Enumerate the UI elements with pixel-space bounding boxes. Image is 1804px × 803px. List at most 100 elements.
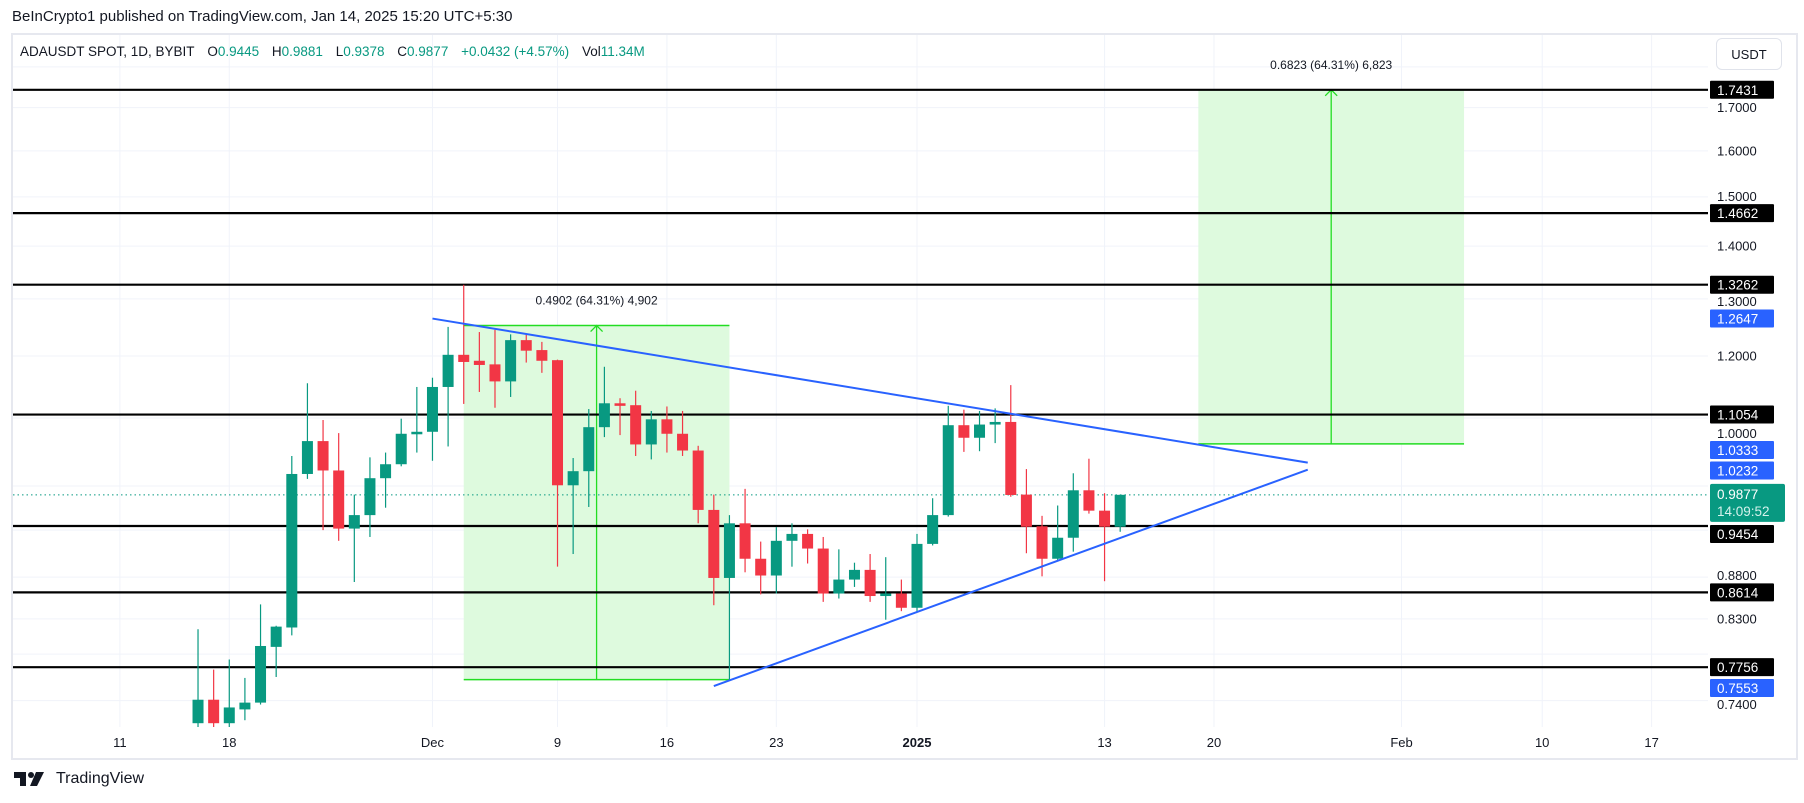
candle-down: [1005, 385, 1017, 497]
trendline-price-label-box: [1710, 679, 1774, 697]
volume-value: 11.34M: [600, 44, 645, 59]
trendline-price-label-box: [1710, 461, 1774, 480]
candle-body: [755, 558, 767, 576]
level-price-label: 0.7756: [1717, 660, 1758, 675]
candle-down: [708, 494, 720, 606]
candle-up: [974, 410, 986, 452]
price-axis[interactable]: 1.7000 1.6000 1.5000 1.4000 1.3000 1.2000 1.00…: [1710, 80, 1785, 712]
candle-down: [536, 341, 548, 373]
candle-body: [1020, 494, 1032, 527]
price-tick-labels: 1.7000 1.6000 1.5000 1.4000 1.3000 1.2000 1.00…: [1717, 100, 1757, 712]
candle-down: [458, 284, 470, 404]
plot-area[interactable]: [13, 88, 1708, 735]
price-range-label: 0.6823 (64.31%) 6,823: [1270, 58, 1392, 72]
high-value: 0.9881: [281, 44, 323, 59]
candle-body: [505, 340, 517, 382]
trendlines[interactable]: [432, 317, 1309, 688]
level-price-label: 0.9454: [1717, 527, 1759, 542]
candle-body: [786, 533, 798, 541]
candle-body: [333, 470, 345, 529]
level-price-label-box: [1710, 204, 1774, 223]
candle-body: [723, 523, 735, 578]
candle-down: [755, 541, 767, 595]
time-tick-label: 23: [769, 735, 783, 750]
tradingview-brand: TradingView: [56, 770, 145, 787]
candle-body: [802, 533, 814, 549]
candle-body: [677, 433, 689, 451]
price-tick-label: 1.7000: [1717, 100, 1757, 115]
candle-up: [598, 366, 610, 438]
high-label: H: [271, 44, 282, 59]
candle-up: [380, 452, 392, 508]
last-price-label: 0.9877: [1717, 487, 1758, 502]
candle-up: [270, 625, 282, 677]
level-price-label-box: [1710, 525, 1774, 543]
time-axis[interactable]: 11 18 Dec 9 16 23 2025 13 20 Feb 10 17: [113, 735, 1659, 750]
candle-body: [395, 433, 407, 465]
candle-body: [817, 548, 829, 594]
candle-body: [411, 431, 423, 435]
candle-body: [645, 419, 657, 445]
last-price-box: [1710, 483, 1785, 522]
candle-body: [989, 421, 1001, 425]
candle-up: [301, 383, 313, 479]
candle-body: [442, 354, 454, 387]
candle-body: [317, 441, 329, 471]
candle-up: [1052, 505, 1064, 561]
candle-up: [833, 549, 845, 599]
price-range-boxes[interactable]: [463, 88, 1465, 681]
price-tick-label: 1.3000: [1717, 294, 1757, 309]
price-tick-label: 1.6000: [1717, 143, 1757, 158]
candle-body: [380, 464, 392, 479]
candle-up: [223, 659, 235, 727]
price-tick-label: 0.7400: [1717, 697, 1757, 712]
currency-button[interactable]: USDT: [1716, 38, 1782, 70]
candle-body: [974, 424, 986, 438]
candle-up: [364, 457, 376, 537]
candle-body: [848, 569, 860, 580]
candle-up: [911, 533, 923, 613]
candle-down: [864, 554, 876, 602]
candle-up: [348, 494, 360, 583]
time-tick-label: 13: [1097, 735, 1111, 750]
candle-down: [692, 445, 704, 524]
time-tick-label: Feb: [1390, 735, 1412, 750]
candle-body: [895, 593, 907, 608]
publisher-header: BeInCrypto1 published on TradingView.com…: [12, 8, 513, 25]
trendline[interactable]: [713, 468, 1309, 688]
price-tick-label: 1.5000: [1717, 189, 1757, 204]
candle-body: [301, 441, 313, 474]
candles: [192, 284, 1126, 727]
candle-up: [942, 405, 954, 517]
candle-down: [1083, 458, 1095, 514]
close-value: 0.9877: [407, 44, 449, 59]
time-tick-label: 18: [222, 735, 236, 750]
candle-down: [1099, 493, 1111, 582]
trendline[interactable]: [432, 317, 1308, 464]
change-value: +0.0432 (+4.57%): [461, 44, 570, 59]
candle-down: [552, 359, 564, 567]
candle-down: [333, 433, 345, 541]
symbol-info[interactable]: ADAUSDT SPOT, 1D, BYBIT: [20, 44, 195, 59]
price-tick-label: 0.8300: [1717, 611, 1757, 626]
candle-down: [317, 419, 329, 531]
horizontal-levels[interactable]: [13, 88, 1708, 669]
level-price-label: 1.4662: [1717, 206, 1758, 221]
candle-down: [489, 329, 501, 408]
candle-body: [567, 471, 579, 486]
candle-up: [567, 458, 579, 555]
candle-body: [911, 543, 923, 608]
level-price-label-box: [1710, 80, 1774, 99]
candle-up: [239, 677, 251, 721]
tradingview-logo[interactable]: TradingView: [14, 770, 144, 788]
volume-label: Vol: [581, 44, 601, 59]
candle-up: [505, 334, 517, 397]
level-price-label-box: [1710, 583, 1774, 602]
candle-body: [864, 569, 876, 597]
candle-up: [989, 408, 1001, 444]
level-price-label-box: [1710, 275, 1774, 294]
price-tags: 1.7431 1.4662 1.3262 1.1054 0.9454 0.8614 0.77…: [1710, 80, 1785, 697]
candle-body: [286, 473, 298, 628]
candle-up: [583, 409, 595, 507]
